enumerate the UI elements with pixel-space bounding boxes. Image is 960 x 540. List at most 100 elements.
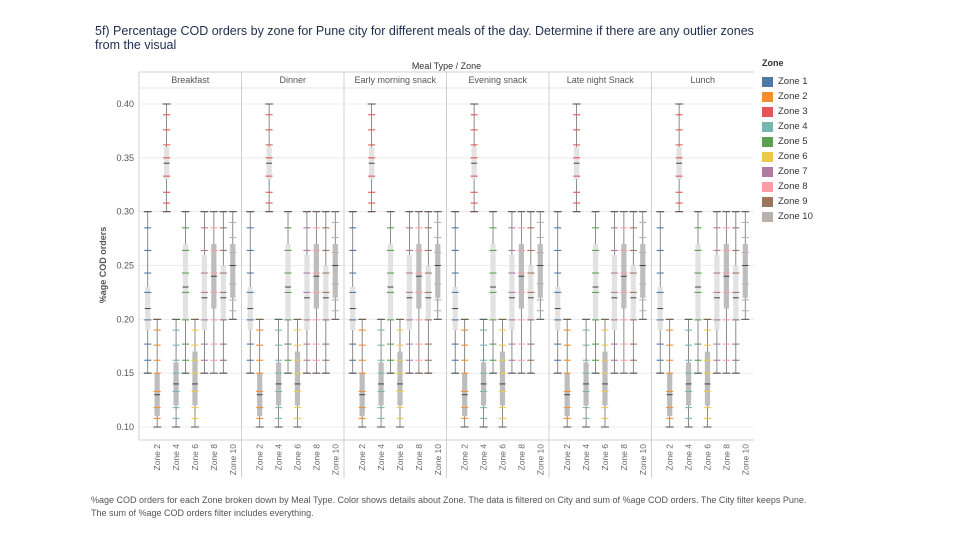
x-tick-label: Zone 6 (497, 444, 507, 471)
chart-title: 5f) Percentage COD orders by zone for Pu… (95, 24, 754, 52)
box-zone-3 (470, 103, 479, 213)
box-zone-8 (517, 211, 526, 374)
box-zone-4 (377, 318, 386, 428)
x-tick-label: Zone 8 (721, 444, 731, 471)
legend-item[interactable]: Zone 7 (762, 164, 813, 179)
box-zone-3 (572, 103, 581, 213)
legend-item[interactable]: Zone 10 (762, 209, 813, 224)
box-zone-9 (424, 211, 433, 374)
box-zone-6 (190, 318, 199, 428)
box-zone-10 (638, 211, 647, 320)
y-tick-label: 0.35 (116, 153, 134, 163)
column-header: Meal Type / Zone (412, 61, 481, 71)
box-zone-8 (414, 211, 423, 374)
x-tick-label: Zone 8 (311, 444, 321, 471)
box-zone-2 (358, 318, 367, 428)
y-tick-label: 0.20 (116, 314, 134, 324)
x-tick-label: Zone 8 (516, 444, 526, 471)
box-iqr (640, 243, 646, 298)
box-zone-7 (200, 211, 209, 374)
x-tick-label: Zone 10 (330, 444, 340, 475)
box-zone-3 (265, 103, 274, 213)
box-zone-8 (312, 211, 321, 374)
legend-swatch (762, 166, 773, 177)
box-iqr (499, 351, 506, 406)
box-zone-1 (348, 211, 357, 374)
legend-swatch (762, 136, 773, 147)
box-zone-6 (293, 318, 302, 428)
box-iqr (294, 351, 301, 406)
legend-label: Zone 3 (778, 106, 808, 117)
box-zone-6 (600, 318, 609, 428)
legend-swatch (762, 151, 773, 162)
box-zone-4 (479, 318, 488, 428)
x-tick-label: Zone 4 (581, 444, 591, 471)
meal-type-header: Early morning snack (354, 75, 436, 85)
box-zone-5 (489, 211, 498, 374)
box-zone-4 (172, 318, 181, 428)
box-zone-9 (731, 211, 740, 374)
legend-label: Zone 6 (778, 151, 808, 162)
legend-swatch (762, 181, 773, 192)
box-zone-9 (629, 211, 638, 374)
y-tick-label: 0.15 (116, 368, 134, 378)
legend-label: Zone 4 (778, 121, 808, 132)
box-iqr (192, 351, 198, 406)
box-iqr (704, 351, 711, 406)
box-zone-2 (460, 318, 469, 428)
box-zone-7 (302, 211, 311, 374)
box-zone-10 (331, 211, 340, 320)
y-tick-label: 0.25 (116, 261, 134, 271)
box-zone-9 (526, 211, 535, 374)
box-zone-8 (619, 211, 628, 374)
x-tick-label: Zone 10 (638, 444, 648, 475)
x-tick-label: Zone 6 (600, 444, 610, 471)
legend-swatch (762, 196, 773, 207)
x-tick-label: Zone 2 (255, 444, 265, 471)
x-tick-label: Zone 2 (562, 444, 572, 471)
legend-item[interactable]: Zone 9 (762, 194, 813, 209)
meal-type-header: Dinner (279, 75, 306, 85)
legend-item[interactable]: Zone 5 (762, 134, 813, 149)
legend-item[interactable]: Zone 2 (762, 89, 813, 104)
legend-item[interactable]: Zone 8 (762, 179, 813, 194)
box-zone-5 (284, 211, 293, 374)
box-zone-6 (395, 318, 404, 428)
box-zone-6 (703, 318, 712, 428)
meal-type-header: Evening snack (468, 75, 527, 85)
box-zone-9 (321, 211, 330, 374)
box-zone-10 (433, 211, 442, 320)
box-iqr (742, 243, 748, 298)
legend-title: Zone (762, 58, 784, 68)
legend-item[interactable]: Zone 1 (762, 74, 813, 89)
legend-item[interactable]: Zone 3 (762, 104, 813, 119)
x-tick-label: Zone 4 (684, 444, 694, 471)
x-tick-label: Zone 10 (228, 444, 238, 475)
x-tick-label: Zone 6 (702, 444, 712, 471)
box-iqr (602, 351, 608, 406)
legend-item[interactable]: Zone 6 (762, 149, 813, 164)
y-tick-label: 0.10 (116, 422, 134, 432)
y-tick-label: 0.40 (116, 99, 134, 109)
x-tick-label: Zone 8 (414, 444, 424, 471)
box-zone-6 (498, 318, 507, 428)
box-zone-7 (507, 211, 516, 374)
box-zone-4 (274, 318, 283, 428)
box-zone-5 (386, 211, 395, 374)
x-tick-label: Zone 4 (171, 444, 181, 471)
box-zone-7 (712, 211, 721, 374)
x-tick-label: Zone 6 (292, 444, 302, 471)
x-tick-label: Zone 6 (395, 444, 405, 471)
legend-label: Zone 5 (778, 136, 808, 147)
x-tick-label: Zone 2 (460, 444, 470, 471)
box-iqr (537, 243, 543, 298)
x-tick-label: Zone 2 (152, 444, 162, 471)
legend-item[interactable]: Zone 4 (762, 119, 813, 134)
box-iqr (182, 243, 189, 320)
box-iqr (490, 243, 496, 320)
meal-type-header: Breakfast (171, 75, 210, 85)
legend-swatch (762, 76, 773, 87)
box-zone-1 (246, 211, 255, 374)
legend-label: Zone 1 (778, 76, 808, 87)
box-zone-9 (219, 211, 228, 374)
